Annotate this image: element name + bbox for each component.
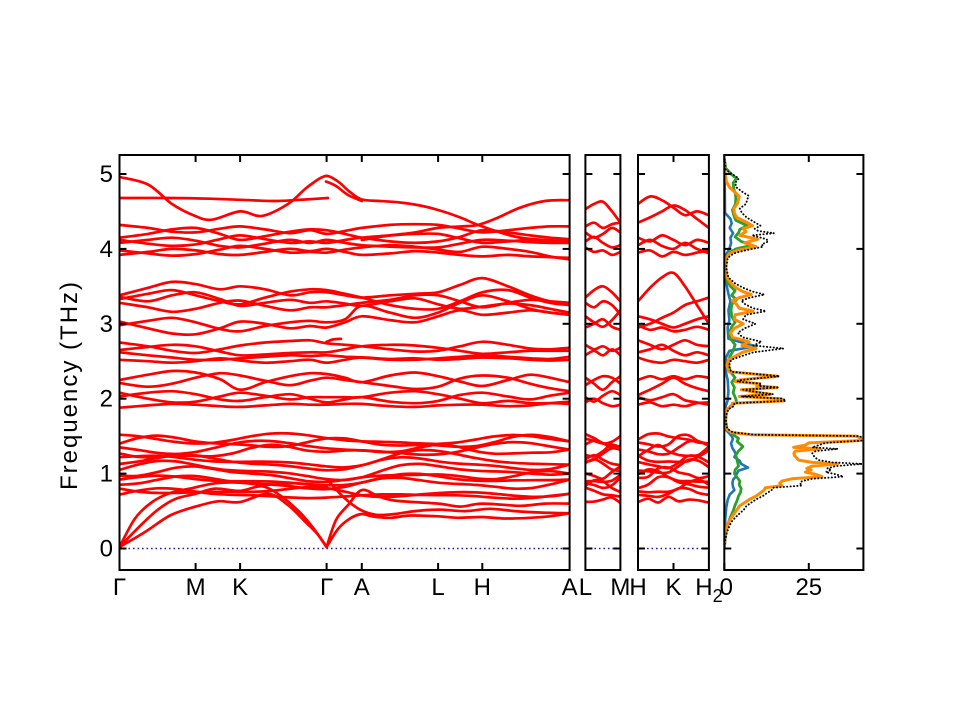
svg-text:H: H <box>474 574 491 601</box>
svg-text:Frequency (THz): Frequency (THz) <box>56 280 83 490</box>
svg-text:K: K <box>665 574 681 601</box>
svg-text:5: 5 <box>100 161 113 188</box>
svg-text:0: 0 <box>720 574 733 601</box>
svg-text:Γ: Γ <box>113 574 126 601</box>
svg-text:H: H <box>629 574 646 601</box>
svg-text:1: 1 <box>100 461 113 488</box>
svg-text:M: M <box>186 574 206 601</box>
svg-text:A: A <box>354 574 370 601</box>
svg-text:0: 0 <box>100 536 113 563</box>
svg-text:4: 4 <box>100 236 113 263</box>
svg-text:2: 2 <box>100 386 113 413</box>
svg-text:Γ: Γ <box>320 574 333 601</box>
svg-text:M: M <box>610 574 630 601</box>
svg-text:3: 3 <box>100 311 113 338</box>
svg-text:25: 25 <box>795 574 822 601</box>
svg-text:K: K <box>232 574 248 601</box>
svg-text:L: L <box>579 574 592 601</box>
svg-text:L: L <box>431 574 444 601</box>
svg-text:A: A <box>562 574 578 601</box>
